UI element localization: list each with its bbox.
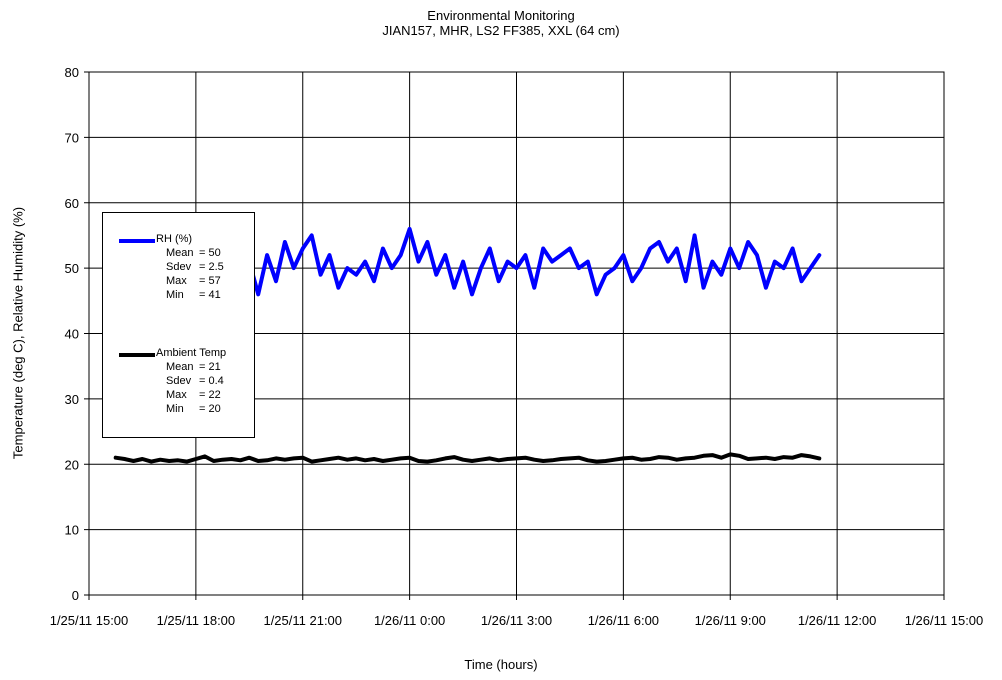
x-tick-label: 1/26/11 6:00 [588,613,659,628]
legend-stat-rh-max: Max = 57 [166,275,221,287]
legend-label-temp: Ambient Temp [156,347,227,359]
y-tick-label: 0 [72,588,79,603]
legend-label-rh: RH (%) [156,233,193,245]
y-tick-label: 40 [65,327,79,342]
x-tick-label: 1/25/11 15:00 [50,613,129,628]
legend-swatch-rh [119,239,155,243]
x-tick-label: 1/26/11 3:00 [481,613,552,628]
legend-stat-temp-max: Max = 22 [166,389,221,401]
legend-stat-rh-sdev: Sdev = 2.5 [166,261,224,273]
x-tick-label: 1/26/11 9:00 [695,613,766,628]
x-tick-label: 1/25/11 21:00 [263,613,342,628]
legend-stat-rh-mean: Mean = 50 [166,247,221,259]
x-axis-ticks: 1/25/11 15:00 1/25/11 18:00 1/25/11 21:00 1… [50,595,984,628]
legend: RH (%) Mean = 50 Sdev = 2.5 Max = 57 Min = 4… [102,212,255,438]
series-line-rh [220,226,822,297]
y-tick-label: 70 [65,130,79,145]
chart-title: Environmental Monitoring [427,8,575,23]
y-tick-label: 80 [65,65,79,80]
y-axis-ticks: 0 10 20 30 40 50 60 70 80 [65,65,89,603]
series-layer [113,226,822,464]
legend-stat-rh-min: Min = 41 [166,289,221,301]
y-tick-label: 50 [65,261,79,276]
legend-swatch-temp [119,353,155,357]
x-tick-label: 1/26/11 0:00 [374,613,445,628]
y-tick-label: 60 [65,196,79,211]
chart-subtitle: JIAN157, MHR, LS2 FF385, XXL (64 cm) [382,23,620,38]
x-axis-label: Time (hours) [464,657,538,672]
y-axis-label: Temperature (deg C), Relative Humidity (… [10,206,26,460]
x-tick-label: 1/26/11 15:00 [905,613,984,628]
y-tick-label: 10 [65,523,79,538]
legend-stat-temp-sdev: Sdev = 0.4 [166,375,224,387]
x-tick-label: 1/26/11 12:00 [798,613,877,628]
y-tick-label: 20 [65,457,79,472]
legend-stat-temp-mean: Mean = 21 [166,361,221,373]
y-tick-label: 30 [65,392,79,407]
legend-stat-temp-min: Min = 20 [166,403,221,415]
x-tick-label: 1/25/11 18:00 [157,613,236,628]
series-line-ambient-temp [113,452,822,464]
